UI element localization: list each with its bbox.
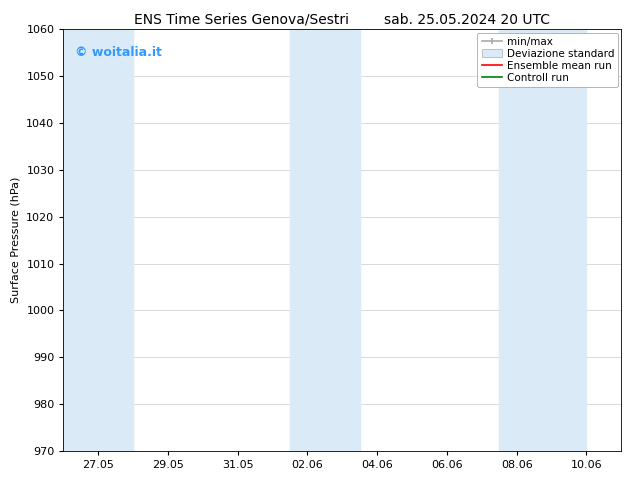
Y-axis label: Surface Pressure (hPa): Surface Pressure (hPa) [11, 177, 21, 303]
Legend: min/max, Deviazione standard, Ensemble mean run, Controll run: min/max, Deviazione standard, Ensemble m… [477, 32, 618, 87]
Bar [63, 29, 133, 451]
Bar [500, 29, 586, 451]
Text: © woitalia.it: © woitalia.it [75, 46, 162, 59]
Title: ENS Time Series Genova/Sestri        sab. 25.05.2024 20 UTC: ENS Time Series Genova/Sestri sab. 25.05… [134, 13, 550, 27]
Bar [290, 29, 359, 451]
